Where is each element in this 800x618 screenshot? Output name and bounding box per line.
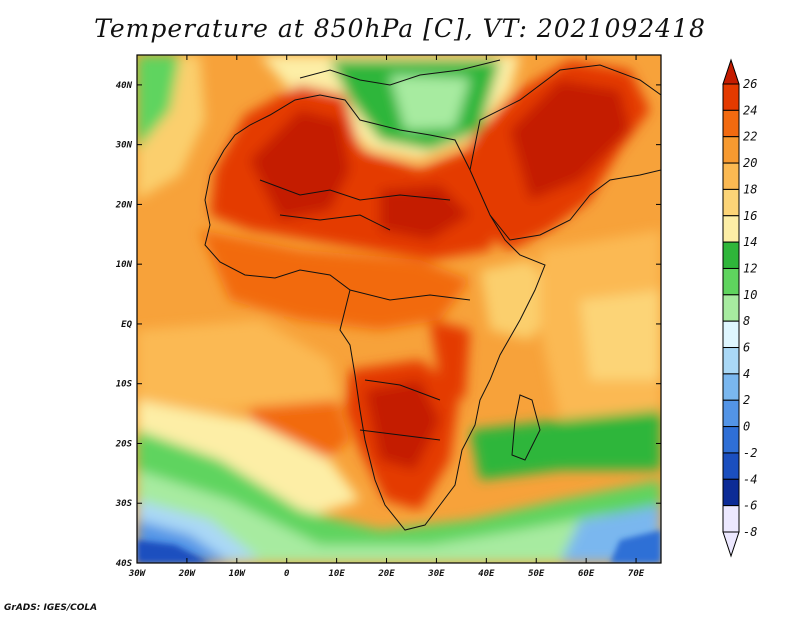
lon-tick-label: 60E — [578, 569, 595, 579]
colorbar-swatch — [722, 478, 740, 507]
lat-tick-label: 20N — [115, 200, 133, 210]
lat-tick-label: 20S — [115, 439, 133, 449]
colorbar-label: 26 — [743, 77, 757, 91]
lat-tick-label: EQ — [121, 320, 132, 330]
latitude-axis: 40N 30N 20N 10N EQ 10S 20S 30S 40S — [115, 81, 661, 569]
lat-tick-label: 40S — [116, 559, 133, 569]
colorbar-label: -6 — [743, 499, 757, 513]
colorbar-label: 22 — [743, 130, 757, 144]
colorbar-swatch — [722, 162, 740, 190]
lon-tick-label: 50E — [528, 569, 545, 579]
colorbar-swatch — [722, 347, 740, 375]
colorbar-label: 20 — [743, 156, 757, 170]
colorbar-label: 6 — [743, 341, 750, 355]
colorbar-label: -2 — [743, 446, 757, 460]
lon-tick-label: 70E — [628, 569, 645, 579]
lat-tick-label: 10N — [116, 260, 133, 270]
lon-tick-label: 40E — [478, 569, 495, 579]
lat-tick-label: 10S — [116, 380, 133, 390]
colorbar-label: 24 — [743, 103, 757, 117]
colorbar-swatch — [722, 83, 740, 111]
map-frame — [136, 54, 662, 564]
colorbar-swatch — [722, 136, 740, 164]
colorbar-label: -8 — [743, 525, 757, 539]
colorbar-swatch — [722, 505, 740, 533]
colorbar-label: 2 — [743, 393, 750, 407]
colorbar-swatch — [722, 215, 740, 243]
lat-tick-label: 30N — [115, 141, 133, 151]
colorbar-bottom-arrow — [722, 531, 740, 558]
colorbar-swatch — [722, 294, 740, 322]
lon-tick-label: 10W — [229, 569, 247, 579]
grads-credit: GrADS: IGES/COLA — [4, 603, 98, 613]
lat-tick-label: 40N — [116, 81, 133, 91]
colorbar-label: 8 — [743, 314, 750, 328]
lat-tick-label: 30S — [115, 499, 133, 509]
lon-tick-label: 10E — [328, 569, 345, 579]
lon-tick-label: 30W — [128, 569, 147, 579]
colorbar-label: 16 — [743, 209, 757, 223]
colorbar-swatch — [722, 399, 740, 428]
colorbar-label: 14 — [743, 235, 757, 249]
colorbar-swatch — [722, 267, 740, 296]
colorbar-swatch — [722, 241, 740, 269]
colorbar-swatch — [722, 373, 740, 401]
colorbar-swatch — [722, 452, 740, 480]
lon-tick-label: 0 — [284, 569, 290, 579]
colorbar-label: 0 — [743, 420, 750, 434]
colorbar-top-arrow — [722, 58, 740, 85]
lon-tick-label: 20E — [377, 569, 395, 579]
coastlines — [204, 59, 661, 531]
colorbar-label: 18 — [743, 182, 757, 196]
colorbar-swatch — [722, 320, 740, 349]
colorbar-label: 4 — [743, 367, 750, 381]
colorbar-swatch — [722, 188, 740, 217]
lon-tick-label: 20W — [178, 569, 197, 579]
colorbar-swatch — [722, 426, 740, 454]
colorbar-label: 12 — [743, 261, 757, 275]
colorbar-swatch — [722, 109, 740, 138]
lon-tick-label: 30E — [427, 569, 445, 579]
chart-title: Temperature at 850hPa [C], VT: 202109241… — [94, 14, 706, 43]
colorbar-label: -4 — [743, 472, 757, 486]
temperature-field — [137, 55, 661, 563]
longitude-axis: 30W 20W 10W 0 10E 20E 30E 40E 50E 60E 70E — [128, 55, 645, 579]
colorbar-label: 10 — [743, 288, 757, 302]
